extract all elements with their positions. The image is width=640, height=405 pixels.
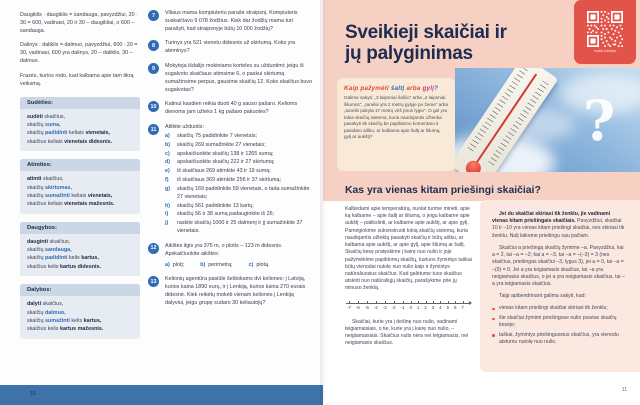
exercise-subitem: e) iš skaičiaus 269 atimkite 43 ir 19 sum…	[165, 168, 271, 175]
exercise-subitem: c) apskaičiuokite skaičių 138 ir 1265 sum…	[165, 150, 274, 157]
exercise-subitem: a) skaičių 75 padidinkite 7 vienetais;	[165, 132, 258, 139]
definition-box-title: Sudėties:	[20, 96, 140, 109]
intro-paragraph: Dalinys : daliklis = dalmuo, pavyzdžiui,…	[20, 42, 138, 65]
exercise-subitem: j) raskite skaičių 1000 ir 25 dalmenį ir …	[165, 220, 303, 235]
qr-code	[587, 11, 623, 47]
intro-paragraph: Frazės, kurios rodo, kad kalbama apie ta…	[20, 72, 134, 87]
bottom-bar	[0, 385, 323, 405]
definition-box-title: Atimties:	[20, 159, 140, 172]
exercise-subitem: h) skaičių 561 padidinkite 13 kartų;	[165, 202, 254, 209]
page-number: 11	[621, 387, 627, 393]
exercise-number-badge: 7	[148, 10, 159, 21]
exercise-8: 8 Turinys yra 521 vienetu didesnis už sk…	[148, 40, 314, 56]
definition-box-addition: Sudėties: sudėti skaičius, skaičių suma,…	[20, 96, 140, 152]
page-title: Sveikieji skaičiai ir jų palyginimas	[345, 21, 507, 65]
exercises-column: 7 Viliaus mama kompiuteriu parašė straip…	[148, 10, 314, 315]
definition-line: skaičių dalmuo,	[27, 309, 66, 316]
thermometer-bulb	[462, 157, 484, 172]
exercise-text: Kelionių agentūra pasiūlė šeštokams dvi …	[165, 276, 306, 306]
definition-line: skaičių sandauga,	[27, 247, 72, 253]
exercise-7: 7 Viliaus mama kompiuteriu parašė straip…	[148, 10, 314, 33]
exercise-text: Viliaus mama kompiuteriu parašė straipsn…	[165, 10, 298, 32]
definition-line: skaičius keliais vienetais mažesnis.	[27, 201, 115, 208]
number-line: -7 -6 -5 -4 -3 -2 -1 0 1 2 3 4 5 6 7	[346, 300, 472, 313]
exercise-text: Atlikite užduotis:	[165, 124, 204, 131]
definition-box-title: Dalybos:	[20, 284, 140, 297]
definition-box-subtraction: Atimties: atimti skaičius, skaičių skirt…	[20, 159, 140, 214]
exercise-11: 11 Atlikite užduotis: a) skaičių 75 padid…	[148, 124, 314, 236]
exercise-text: Mokytoja išdalijo mokiniams korteles su …	[165, 63, 313, 93]
exercise-13: 13 Kelionių agentūra pasiūlė šeštokams d…	[148, 276, 314, 307]
definition-line: skaičius kelis kartus mažesnis.	[27, 326, 104, 333]
number-line-labels: -7 -6 -5 -4 -3 -2 -1 0 1 2 3 4 5 6 7	[347, 300, 464, 311]
bullet-list: vienas kitam priešingi skaičiai skiriasi…	[492, 305, 627, 346]
definition-line: skaičių suma,	[27, 122, 61, 128]
body-column-left: Kalbėdami apie temperatūrą, nuolat turim…	[345, 206, 473, 353]
bullet-item: vienas kitam priešingi skaičiai skiriasi…	[492, 305, 627, 312]
cloud	[560, 74, 640, 114]
definition-line: sudėti skaičius,	[27, 113, 66, 120]
page-number: 10	[30, 391, 36, 397]
bullet-item: taškai, žymintys priešinguosius skaičius…	[492, 332, 627, 346]
exercise-text: Turinys yra 521 vienetu didesnis už skir…	[165, 40, 296, 55]
thermometer-photo: ?	[455, 68, 640, 172]
exercise-10: 10 Katinui kasdien reikia duoti 40 g sau…	[148, 101, 314, 117]
panel-paragraph: Skaičiui a priešingą skaičių žymime –a. …	[492, 244, 625, 287]
definition-line: skaičių sumažinti keliais vienetais,	[27, 192, 113, 199]
definitions-column: Daugiklis · daugiklis = sandauga, pavyzd…	[20, 12, 140, 339]
exercise-text: Aikštės ilgis yra 375 m, o plotis – 123 …	[165, 242, 283, 257]
exercise-number-badge: 12	[148, 242, 159, 254]
exercise-number-badge: 10	[148, 101, 159, 113]
speech-bubble: Kaip pažymėti šaltį arba gylį? Galime sa…	[337, 78, 455, 171]
exercise-subitem: b) skaičių 269 sumažinkite 27 vienetais;	[165, 141, 266, 148]
definition-line: skaičius kelis kartus didesnis.	[27, 263, 101, 270]
body-paragraph: Skaičiai, kurie yra į dešinę nuo nulio, …	[345, 318, 469, 347]
intro-paragraph: Daugiklis · daugiklis = sandauga, pavyzd…	[20, 12, 138, 34]
exercise-subitem: d) apskaičiuokite skaičių 222 ir 27 skirt…	[165, 159, 275, 166]
definition-line: atimti skaičius,	[27, 176, 64, 183]
definition-line: dalyti skaičius,	[27, 301, 64, 308]
exercise-subitem: i) skaičių 56 ir 38 sumą padauginkite iš …	[165, 211, 275, 218]
exercise-9: 9 Mokytoja išdalijo mokiniams korteles s…	[148, 63, 314, 94]
number-line-arrow	[469, 300, 472, 305]
panel-bold-definition: Jei du skaičiai skiriasi tik ženklu, jie…	[492, 211, 611, 225]
exercise-inline-subitems: a) plotį; b) perimetrą; c) plotą.	[165, 261, 270, 268]
definition-box-title: Daugybos:	[20, 221, 140, 234]
section-heading: Kas yra vienas kitam priešingi skaičiai?	[345, 184, 541, 196]
panel-summary-intro: Taigi apibendrinant galima sakyti, kad:	[499, 293, 586, 300]
qr-panel: moksl.ink/bpw	[574, 0, 636, 64]
bubble-title: Kaip pažymėti šaltį arba gylį?	[344, 85, 439, 92]
exercise-number-badge: 11	[148, 124, 159, 136]
definition-line: dauginti skaičius,	[27, 238, 71, 245]
panel-paragraph: Jei du skaičiai skiriasi tik ženklu, jie…	[492, 211, 625, 239]
qr-caption: moksl.ink/bpw	[593, 49, 617, 53]
exercise-subitem: g) skaičių 169 padidinkite 59 vienetais, …	[165, 185, 310, 200]
definition-line: skaičių padidinti keliais vienetais,	[27, 130, 111, 137]
info-panel: Jei du skaičiai skiriasi tik ženklu, jie…	[480, 200, 640, 372]
bullet-item: šie skaičiai žymimi priešingose nulio pu…	[492, 315, 627, 329]
exercise-12: 12 Aikštės ilgis yra 375 m, o plotis – 1…	[148, 242, 314, 269]
definition-line: skaičių padidinti kelis kartus,	[27, 255, 99, 262]
exercise-subitem: f) iš skaičiaus 369 atimkite 256 ir 37 sk…	[165, 177, 281, 184]
exercise-number-badge: 9	[148, 63, 159, 75]
right-page: Sveikieji skaičiai ir jų palyginimas mok…	[323, 0, 640, 405]
exercise-text: Katinui kasdien reikia duoti 40 g sauso …	[165, 101, 298, 116]
definition-line: skaičius keliais vienetais didesnis.	[27, 138, 113, 145]
definition-box-division: Dalybos: dalyti skaičius, skaičių dalmuo…	[20, 284, 140, 339]
body-paragraph: Kalbėdami apie temperatūrą, nuolat turim…	[345, 206, 472, 292]
question-mark: ?	[583, 88, 616, 153]
bubble-text: Galime sakyti: „3 laipsniai šalčio“ arba…	[344, 95, 448, 140]
definition-box-multiplication: Daugybos: dauginti skaičius, skaičių san…	[20, 221, 140, 277]
exercise-number-badge: 13	[148, 276, 159, 288]
left-page: Daugiklis · daugiklis = sandauga, pavyzd…	[0, 10, 323, 405]
definition-line: skaičių sumažinti kelis kartus,	[27, 317, 102, 324]
definition-line: skaičių skirtumas,	[27, 184, 72, 191]
number-line-axis	[346, 302, 469, 304]
exercise-number-badge: 8	[148, 40, 159, 52]
